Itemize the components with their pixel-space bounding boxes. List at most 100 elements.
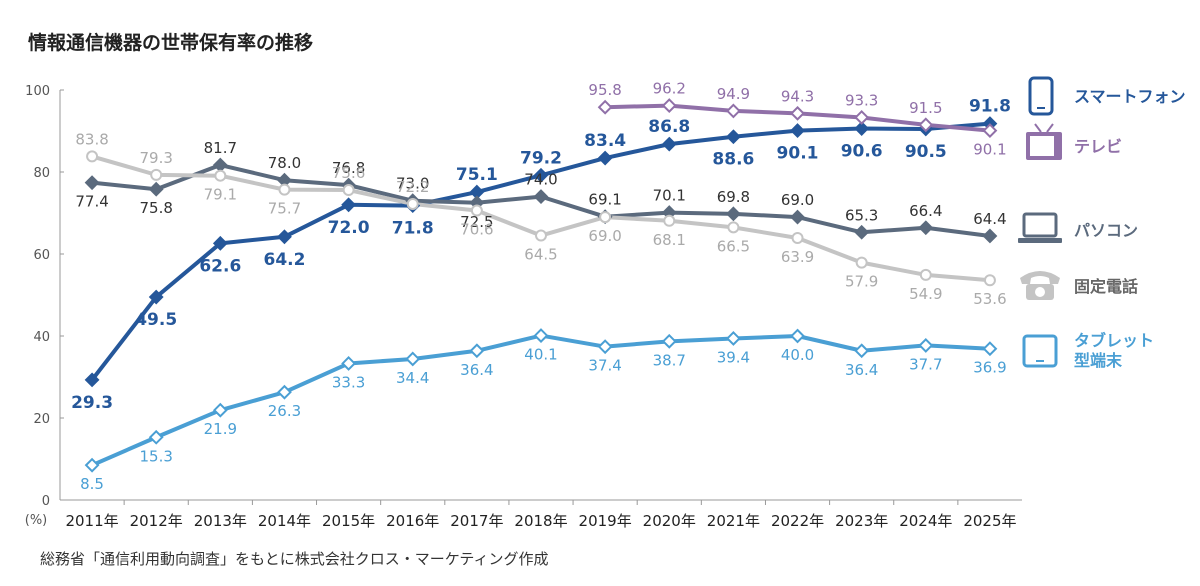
x-tick-label: 2015年: [322, 512, 375, 530]
data-label: 79.1: [204, 186, 237, 204]
data-label: 8.5: [80, 475, 104, 493]
data-point: [982, 341, 998, 357]
data-point: [86, 150, 99, 163]
data-label: 93.3: [845, 91, 878, 109]
data-label: 66.5: [717, 237, 750, 255]
data-label: 91.8: [969, 97, 1011, 117]
data-label: 49.5: [135, 310, 177, 330]
data-point: [599, 211, 612, 224]
data-label: 75.6: [332, 164, 365, 182]
data-label: 34.4: [396, 369, 429, 387]
legend-label: テレビ: [1074, 137, 1122, 156]
legend-item-0: スマートフォン: [1028, 76, 1186, 116]
data-label: 37.7: [909, 355, 942, 373]
data-label: 33.3: [332, 373, 365, 391]
data-label: 66.4: [909, 202, 942, 220]
data-point: [212, 402, 228, 418]
legend-label: タブレット: [1074, 331, 1154, 350]
data-label: 77.4: [75, 193, 108, 211]
data-point: [148, 429, 164, 445]
data-point: [597, 339, 613, 355]
data-label: 94.9: [717, 85, 750, 103]
data-point: [277, 229, 292, 245]
chart-title: 情報通信機器の世帯保有率の推移: [28, 32, 314, 54]
data-label: 73.0: [396, 175, 429, 193]
data-label: 72.5: [460, 213, 493, 231]
data-point: [533, 189, 549, 205]
data-label: 78.0: [268, 154, 301, 172]
data-point: [341, 356, 357, 371]
y-tick-label: 60: [33, 248, 50, 263]
data-point: [148, 289, 164, 305]
data-label: 62.6: [199, 256, 241, 276]
x-tick-label: 2016年: [386, 512, 439, 530]
y-tick-label: 20: [33, 412, 50, 427]
data-point: [854, 121, 870, 136]
data-label: 26.3: [268, 402, 301, 420]
x-tick-label: 2019年: [579, 512, 632, 530]
data-label: 90.1: [777, 144, 819, 164]
data-point: [277, 384, 292, 400]
data-label: 40.1: [524, 346, 557, 364]
data-point: [918, 220, 934, 236]
legend-item-1: テレビ: [1026, 123, 1122, 160]
data-point: [597, 150, 613, 166]
data-label: 21.9: [204, 420, 237, 438]
y-unit-label: (%): [25, 513, 48, 528]
data-label: 83.8: [75, 130, 108, 148]
data-label: 96.2: [653, 80, 686, 98]
data-label: 38.7: [653, 351, 686, 369]
data-label: 79.3: [139, 149, 172, 167]
data-point: [84, 457, 100, 473]
data-point: [278, 183, 291, 196]
legend-label: 固定電話: [1074, 277, 1138, 296]
data-point: [919, 268, 932, 281]
smartphone-icon: [1028, 76, 1054, 116]
data-label: 72.2: [396, 178, 429, 196]
data-point: [661, 136, 677, 152]
data-point: [725, 331, 741, 346]
data-point: [854, 110, 870, 125]
legend-item-3: 固定電話: [1020, 271, 1138, 300]
data-label: 86.8: [648, 117, 690, 137]
legend-item-2: パソコン: [1018, 212, 1138, 243]
y-tick-label: 0: [42, 494, 50, 509]
data-label: 40.0: [781, 346, 814, 364]
data-label: 69.0: [781, 191, 814, 209]
data-label: 83.4: [584, 131, 626, 151]
data-label: 91.5: [909, 99, 942, 117]
data-label: 15.3: [139, 447, 172, 465]
data-point: [725, 206, 741, 222]
data-point: [983, 274, 996, 287]
data-label: 68.1: [653, 231, 686, 249]
data-point: [982, 228, 998, 244]
data-label: 63.9: [781, 248, 814, 266]
data-label: 70.6: [460, 221, 493, 239]
data-point: [212, 235, 228, 251]
data-point: [406, 197, 419, 210]
legend-label: パソコン: [1074, 221, 1138, 240]
x-tick-label: 2020年: [643, 512, 696, 530]
legend-label: 型端末: [1074, 351, 1123, 370]
x-tick-label: 2022年: [771, 512, 824, 530]
data-point: [982, 123, 998, 139]
data-label: 90.1: [973, 141, 1006, 159]
data-point: [535, 229, 547, 242]
tv-icon: [1026, 123, 1062, 160]
data-label: 74.0: [524, 171, 557, 189]
x-tick-label: 2013年: [194, 512, 247, 530]
data-label: 64.2: [263, 250, 305, 270]
data-point: [663, 214, 676, 227]
data-point: [790, 209, 805, 225]
data-point: [470, 204, 483, 217]
data-point: [469, 343, 485, 359]
y-tick-label: 40: [33, 330, 50, 345]
data-point: [342, 184, 355, 197]
data-point: [533, 167, 549, 183]
data-point: [725, 129, 741, 145]
data-label: 88.6: [712, 150, 754, 170]
data-point: [597, 99, 613, 115]
data-point: [791, 232, 804, 245]
data-point: [84, 175, 100, 191]
data-point: [150, 168, 163, 181]
